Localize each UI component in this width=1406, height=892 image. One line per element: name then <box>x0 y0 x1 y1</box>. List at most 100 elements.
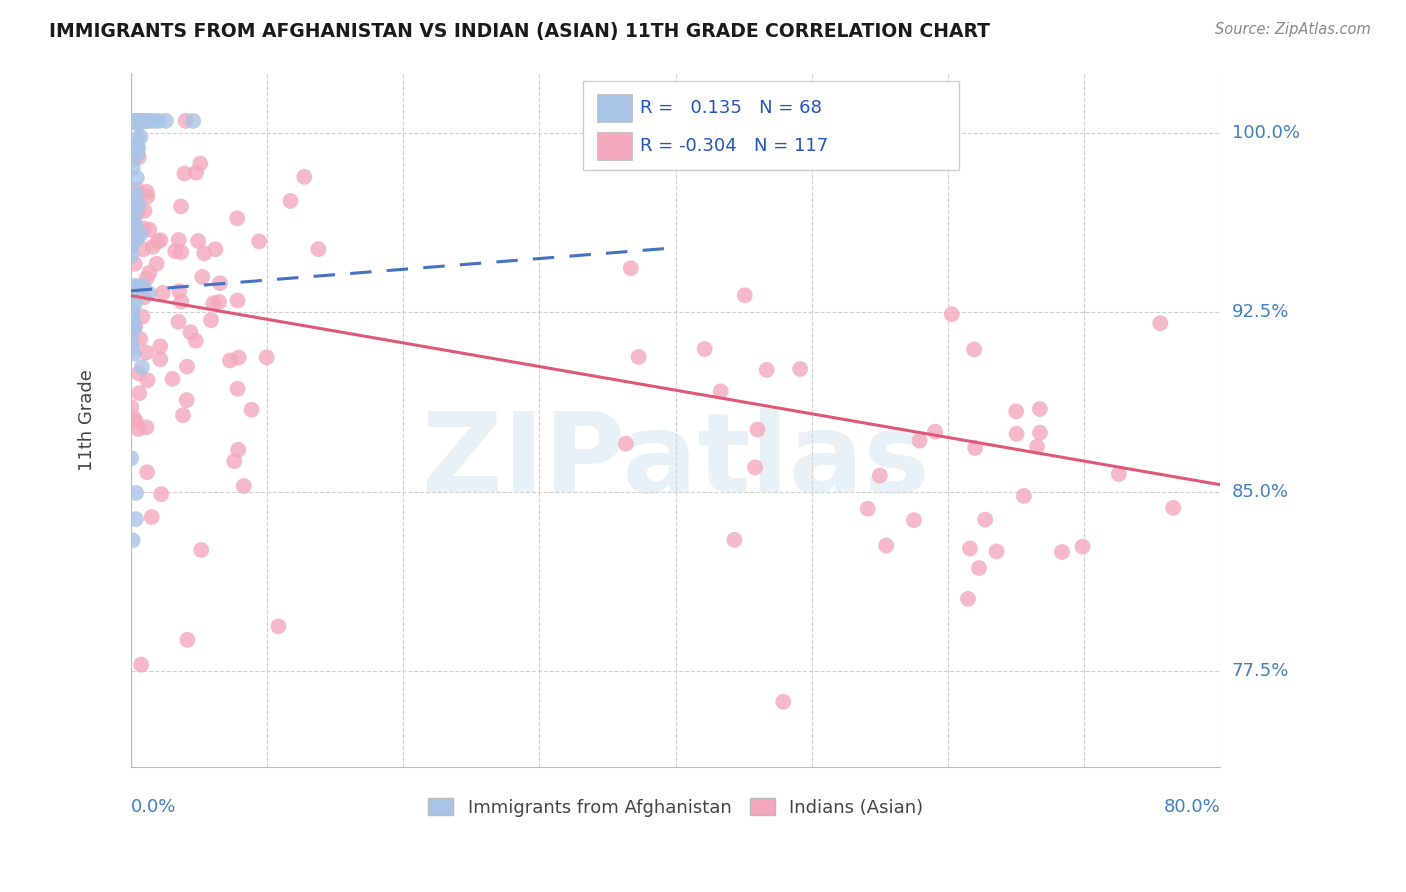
Text: 0.0%: 0.0% <box>131 797 176 816</box>
Point <box>145 257 167 271</box>
Point <box>150 487 173 501</box>
Point <box>124 219 146 233</box>
Point <box>165 244 187 259</box>
Point <box>614 436 637 450</box>
FancyBboxPatch shape <box>598 94 633 121</box>
Point <box>856 501 879 516</box>
Point <box>124 115 146 129</box>
Point <box>134 113 156 128</box>
Point <box>167 233 190 247</box>
Point <box>789 362 811 376</box>
Point <box>307 242 329 256</box>
Point <box>122 301 145 316</box>
Point <box>181 113 204 128</box>
Point <box>772 695 794 709</box>
Point <box>124 296 146 310</box>
Point <box>124 257 146 271</box>
Point <box>132 242 155 256</box>
Point <box>120 241 142 255</box>
Point <box>620 261 643 276</box>
Point <box>146 235 169 249</box>
Point <box>129 227 152 242</box>
Point <box>120 401 142 415</box>
Point <box>956 591 979 606</box>
Point <box>226 382 249 396</box>
Point <box>627 350 650 364</box>
Point <box>121 161 143 175</box>
Point <box>124 321 146 335</box>
Point <box>120 249 142 263</box>
Point <box>155 113 177 128</box>
Point <box>208 276 231 290</box>
Point <box>247 235 270 249</box>
Point <box>127 131 149 145</box>
Point <box>188 156 211 170</box>
Point <box>124 113 146 128</box>
Point <box>125 415 148 429</box>
Point <box>1050 545 1073 559</box>
Text: R =   0.135   N = 68: R = 0.135 N = 68 <box>640 99 821 117</box>
Point <box>120 313 142 327</box>
Point <box>136 373 159 387</box>
Point <box>139 113 162 128</box>
Point <box>120 326 142 341</box>
Point <box>121 306 143 320</box>
Point <box>122 312 145 326</box>
Point <box>138 286 160 301</box>
Point <box>135 271 157 285</box>
Point <box>184 166 207 180</box>
Text: 11th Grade: 11th Grade <box>79 369 96 471</box>
Point <box>121 287 143 301</box>
Point <box>135 345 157 359</box>
Point <box>1161 500 1184 515</box>
Point <box>127 206 149 220</box>
Point <box>693 342 716 356</box>
Point <box>170 294 193 309</box>
Point <box>129 130 152 145</box>
Point <box>179 325 201 339</box>
Point <box>744 460 766 475</box>
Text: 92.5%: 92.5% <box>1232 303 1289 321</box>
Point <box>149 352 172 367</box>
Point <box>135 185 157 199</box>
Point <box>908 434 931 448</box>
Point <box>193 246 215 260</box>
Point <box>132 279 155 293</box>
Text: 77.5%: 77.5% <box>1232 663 1289 681</box>
Point <box>173 167 195 181</box>
Point <box>710 384 733 399</box>
Point <box>191 269 214 284</box>
Point <box>974 513 997 527</box>
Point <box>121 334 143 349</box>
Point <box>136 189 159 203</box>
Point <box>128 367 150 381</box>
Point <box>131 310 153 324</box>
Point <box>1029 402 1052 417</box>
Point <box>125 171 148 186</box>
Point <box>124 186 146 200</box>
Point <box>124 278 146 293</box>
Text: IMMIGRANTS FROM AFGHANISTAN VS INDIAN (ASIAN) 11TH GRADE CORRELATION CHART: IMMIGRANTS FROM AFGHANISTAN VS INDIAN (A… <box>49 22 990 41</box>
Point <box>986 544 1008 558</box>
Point <box>226 211 249 226</box>
Text: Source: ZipAtlas.com: Source: ZipAtlas.com <box>1215 22 1371 37</box>
Point <box>172 408 194 422</box>
Point <box>138 266 160 280</box>
Point <box>122 347 145 361</box>
Point <box>127 141 149 155</box>
Point <box>202 296 225 310</box>
Point <box>125 232 148 246</box>
Point <box>1108 467 1130 481</box>
Point <box>941 307 963 321</box>
Point <box>135 113 157 128</box>
Point <box>124 204 146 219</box>
Point <box>240 402 263 417</box>
Point <box>280 194 302 208</box>
Point <box>204 242 226 256</box>
Point <box>134 203 156 218</box>
Point <box>122 230 145 244</box>
Point <box>169 284 191 298</box>
Point <box>129 113 152 128</box>
Point <box>149 339 172 353</box>
FancyBboxPatch shape <box>583 81 959 170</box>
